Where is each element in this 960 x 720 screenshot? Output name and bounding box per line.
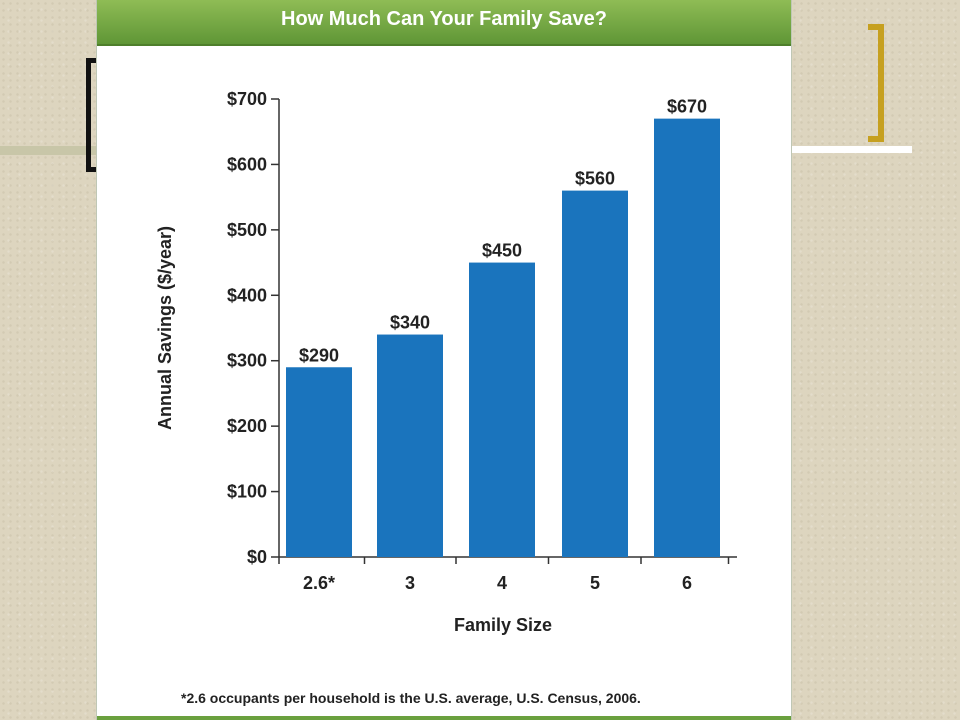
footnote: *2.6 occupants per household is the U.S.…: [181, 690, 641, 706]
y-tick-label: $600: [227, 154, 267, 174]
y-tick-label: $100: [227, 482, 267, 502]
bar: [286, 367, 352, 557]
bar: [469, 262, 535, 557]
y-axis: $0 $100 $200 $300 $400 $500 $600 $700: [227, 89, 280, 567]
y-axis-label: Annual Savings ($/year): [155, 226, 175, 430]
x-axis-label: Family Size: [454, 615, 552, 635]
bar-data-label: $290: [299, 345, 339, 365]
bar-data-label: $670: [667, 97, 707, 117]
chart-header: How Much Can Your Family Save?: [97, 0, 791, 46]
y-tick-label: $200: [227, 416, 267, 436]
decorative-bracket-left: [86, 58, 96, 172]
y-tick-label: $700: [227, 89, 267, 109]
y-tick-label: $0: [247, 547, 267, 567]
bar: [562, 190, 628, 557]
x-tick-label: 4: [497, 573, 507, 593]
x-tick-label: 2.6*: [303, 573, 335, 593]
chart-panel: How Much Can Your Family Save? $0 $100 $20…: [96, 0, 792, 720]
x-tick-label: 5: [590, 573, 600, 593]
bar: [654, 118, 720, 557]
y-tick-label: $500: [227, 220, 267, 240]
bar-chart: $0$100$200$300$400$500$600$700 2.6* 3 4 5 6 …: [155, 89, 737, 635]
bars: $290 $340 $450 $560 $670: [286, 97, 720, 557]
decorative-line-left: [0, 146, 96, 155]
bar-data-label: $560: [575, 169, 615, 189]
decorative-bracket-right: [868, 24, 884, 142]
bar-data-label: $450: [482, 241, 522, 261]
x-tick-label: 3: [405, 573, 415, 593]
panel-bottom-bar: [97, 716, 791, 720]
bar-data-label: $340: [390, 313, 430, 333]
x-axis: 2.6* 3 4 5 6: [278, 556, 737, 593]
decorative-line-right: [792, 146, 912, 153]
x-tick-label: 6: [682, 573, 692, 593]
bar: [377, 334, 443, 557]
chart-title: How Much Can Your Family Save?: [281, 8, 607, 30]
y-tick-label: $300: [227, 351, 267, 371]
y-tick-label: $400: [227, 285, 267, 305]
